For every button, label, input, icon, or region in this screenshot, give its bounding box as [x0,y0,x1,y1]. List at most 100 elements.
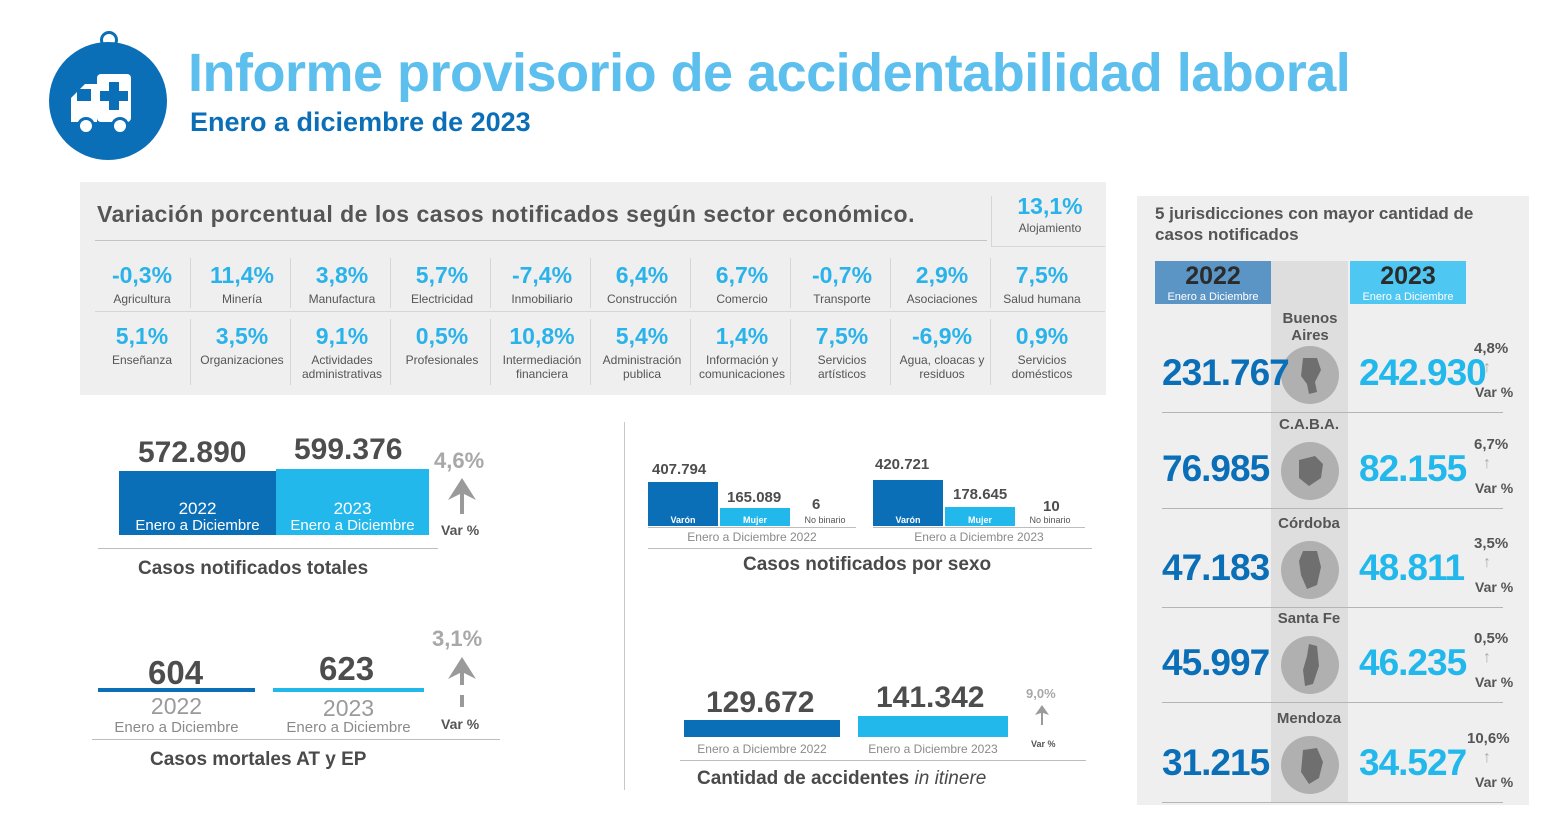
sexo-2023-varon-bar [873,480,943,526]
sexo-2023-nb-value: 10 [1043,498,1060,515]
divider [1162,508,1503,509]
logo-badge [49,42,167,160]
sector-cell: 6,4% Construcción [592,262,692,306]
mortales-2023-value: 623 [319,650,375,687]
divider [890,258,891,308]
sector-cell: 0,5% Profesionales [392,323,492,367]
sector-cell: -0,7% Transporte [792,262,892,306]
sector-label: Alojamiento [1018,221,1082,235]
sexo-2023-varon-value: 420.721 [875,456,930,473]
divider [490,319,491,385]
sector-label: Actividades administrativas [301,353,383,381]
sector-value: 9,1% [315,323,369,349]
province-map-icon [1281,346,1339,404]
arrow-up-icon [448,657,476,707]
province-map-icon [1281,541,1339,599]
itinere-2022-value: 129.672 [706,686,815,719]
mortales-2022-value: 604 [148,654,204,691]
province-2023-value: 242.930 [1359,352,1487,393]
province-var-label: Var % [1475,384,1514,400]
totals-pct: 4,6% [434,448,485,473]
mortales-2023-year: 2023 [322,695,375,721]
province-pct: 6,7% [1474,436,1509,453]
province-pct: 3,5% [1474,535,1509,552]
sexo-varon-label: Varón [895,515,921,525]
sector-value: 7,5% [815,323,869,349]
sexo-caption: Casos notificados por sexo [743,554,992,575]
sector-value: 13,1% [1017,193,1083,219]
mortales-2022-year: 2022 [150,693,203,719]
totals-2023-year: 2023 [333,499,372,518]
sector-cell: 9,1% Actividades administrativas [292,323,392,381]
sector-value: 7,5% [1015,262,1069,288]
province-2022-value: 231.767 [1162,352,1290,393]
mortales-2022-period: Enero a Diciembre [114,719,239,736]
itinere-2022-period: Enero a Diciembre 2022 [697,742,827,756]
sector-value: 5,1% [115,323,169,349]
itinere-2022-bar [684,720,840,737]
sector-value: 10,8% [509,323,575,349]
divider [991,246,1105,247]
province-var-label: Var % [1475,480,1514,496]
axis-line [92,739,500,740]
province-var-label: Var % [1475,674,1514,690]
province-name: Mendoza [1276,710,1342,727]
province-name: Buenos Aires [1282,310,1338,344]
itinere-caption-text: Cantidad de accidentes [697,768,915,789]
divider [490,258,491,308]
sexo-2022-varon-value: 407.794 [652,461,707,478]
divider [690,258,691,308]
sector-value: 3,5% [215,323,269,349]
divider [190,258,191,308]
divider [690,319,691,385]
divider [890,319,891,385]
axis-line [98,548,438,549]
itinere-var-label: Var % [1031,739,1056,749]
header-2023: 2023 Enero a Diciembre [1350,261,1466,304]
itinere-caption-italic: in itinere [914,768,987,789]
itinere-2023-period: Enero a Diciembre 2023 [868,742,998,756]
itinere-caption: Cantidad de accidentes in itinere [697,768,986,790]
divider [290,258,291,308]
totals-2023-period: Enero a Diciembre [290,517,415,534]
sector-panel [80,182,1106,395]
sector-label: Salud humana [1003,292,1081,306]
totals-2022-period: Enero a Diciembre [135,517,260,534]
sector-cell: 1,4% Información y comunicaciones [692,323,792,381]
sector-label: Comercio [716,292,768,306]
sexo-2022-varon-bar [648,482,718,526]
sector-value: 2,9% [915,262,969,288]
sector-cell-alojamiento: 13,1% Alojamiento [1000,193,1100,235]
header-2023-year: 2023 [1380,262,1436,290]
sector-value: 0,5% [415,323,469,349]
sector-label: Administración publica [602,353,682,381]
axis-line [873,527,1085,528]
sexo-2022-mujer-bar [720,508,790,526]
sector-value: -0,7% [811,262,873,288]
mortales-2022-bar [98,688,255,692]
totals-2022-value: 572.890 [138,436,247,469]
divider [290,319,291,385]
sector-value: 11,4% [210,262,274,288]
divider [1162,702,1503,703]
divider [590,319,591,385]
province-var-label: Var % [1475,579,1514,595]
mortales-caption: Casos mortales AT y EP [150,749,367,770]
sector-label: Minería [221,292,262,306]
sector-value: 3,8% [315,262,369,288]
sector-label: Transporte [813,292,871,306]
sector-label: Información y comunicaciones [698,353,786,381]
province-pct: 0,5% [1474,630,1509,647]
totals-var-label: Var % [441,522,480,538]
header-2022-period: Enero a Diciembre [1167,291,1259,303]
sector-value: -7,4% [511,262,573,288]
totals-2022-bar [119,471,276,535]
jurisdicciones-title: 5 jurisdicciones con mayor cantidad de c… [1155,204,1474,244]
arrow-up-icon [448,478,476,514]
axis-line [680,760,1086,761]
divider [1162,607,1503,608]
ambulance-icon [71,74,131,135]
sector-cell: 7,5% Salud humana [992,262,1092,306]
sector-label: Servicios domésticos [1011,353,1073,381]
sector-value: 5,7% [415,262,469,288]
